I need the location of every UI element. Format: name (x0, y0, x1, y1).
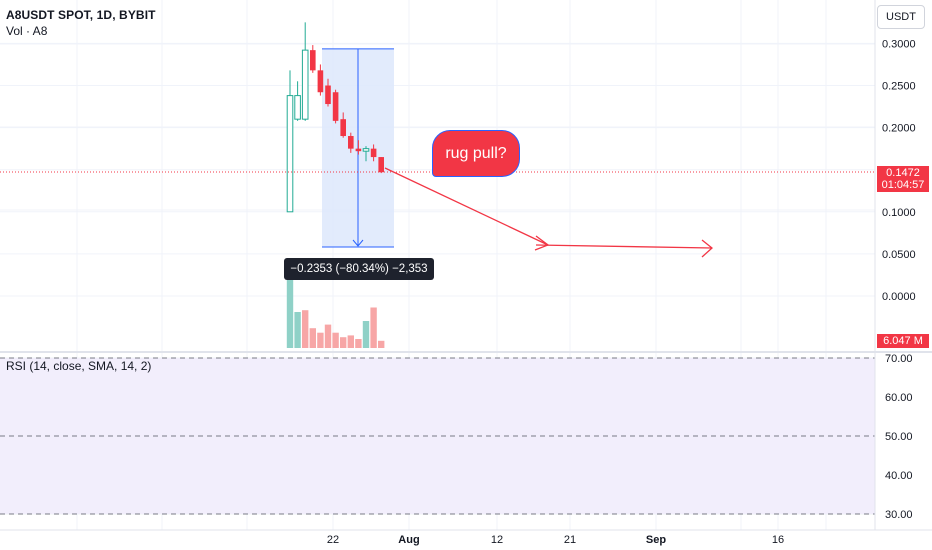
candle-body (294, 95, 301, 120)
volume-bars (286, 279, 385, 348)
candle-body (362, 148, 370, 152)
candle-body (317, 70, 324, 93)
candle-body (301, 49, 309, 120)
candle-body (325, 85, 331, 105)
volume-bar (355, 339, 362, 348)
rsi-tick-label: 70.00 (885, 353, 913, 365)
time-axis-ticks: 22 Aug 12 21 Sep 16 (327, 534, 784, 546)
volume-legend[interactable]: Vol · A8 (6, 24, 48, 38)
volume-bar (324, 324, 332, 348)
rsi-axis-ticks: 70.00 60.00 50.00 40.00 30.00 (885, 353, 913, 521)
axis-lines (0, 0, 932, 531)
last-price-badge: 0.1472 01:04:57 (877, 166, 929, 192)
volume-badge: 6.047 M (877, 334, 929, 348)
volume-bar (302, 310, 309, 348)
time-tick-label: Aug (398, 534, 419, 546)
rsi-tick-label: 30.00 (885, 509, 913, 521)
horizontal-arrow-head (701, 239, 714, 258)
time-tick-label: 21 (564, 534, 576, 546)
symbol-title[interactable]: A8USDT SPOT, 1D, BYBIT (6, 8, 156, 22)
volume-bar (340, 337, 347, 348)
note-bubble[interactable]: rug pull? (432, 130, 520, 177)
candle-body (310, 50, 316, 71)
volume-bar (332, 332, 339, 348)
volume-bar (362, 321, 370, 348)
trend-drawings (384, 167, 714, 258)
candle-body (340, 119, 346, 137)
candle-body (370, 148, 377, 158)
bar-countdown: 01:04:57 (881, 179, 925, 191)
measure-label: −0.2353 (−80.34%) −2,353 (284, 258, 434, 280)
time-tick-label: 22 (327, 534, 339, 546)
time-tick-label: Sep (646, 534, 666, 546)
volume-bar (294, 312, 301, 348)
volume-bar (347, 335, 354, 348)
price-tick-label: 0.3000 (882, 38, 916, 50)
candle-body (332, 92, 339, 121)
rsi-tick-label: 60.00 (885, 392, 913, 404)
candle-body (286, 95, 294, 213)
price-tick-label: 0.0000 (882, 291, 916, 303)
rsi-legend[interactable]: RSI (14, close, SMA, 14, 2) (6, 359, 152, 373)
candle-body (378, 157, 384, 173)
candles (286, 22, 384, 213)
rsi-level-lines (0, 357, 875, 515)
candle-body (348, 136, 354, 149)
price-tick-label: 0.2000 (882, 123, 916, 135)
rsi-tick-label: 50.00 (885, 431, 913, 443)
volume-bar (286, 279, 294, 348)
trend-arrow-line (384, 167, 549, 246)
measure-arrow-head (352, 239, 364, 247)
currency-button[interactable]: USDT (877, 5, 925, 29)
volume-bar (370, 307, 377, 348)
rsi-band (0, 358, 875, 514)
price-tick-label: 0.2500 (882, 81, 916, 93)
time-tick-label: 12 (491, 534, 503, 546)
volume-bar (317, 332, 324, 348)
trend-arrow-head (534, 235, 550, 251)
volume-bar (309, 328, 316, 348)
price-tick-label: 0.1000 (882, 207, 916, 219)
horizontal-arrow-line (535, 244, 713, 249)
rsi-tick-label: 40.00 (885, 470, 913, 482)
time-tick-label: 16 (772, 534, 784, 546)
volume-bar (378, 340, 385, 348)
last-price-value: 0.1472 (886, 167, 920, 179)
candle-body (355, 148, 362, 152)
price-tick-label: 0.0500 (882, 249, 916, 261)
